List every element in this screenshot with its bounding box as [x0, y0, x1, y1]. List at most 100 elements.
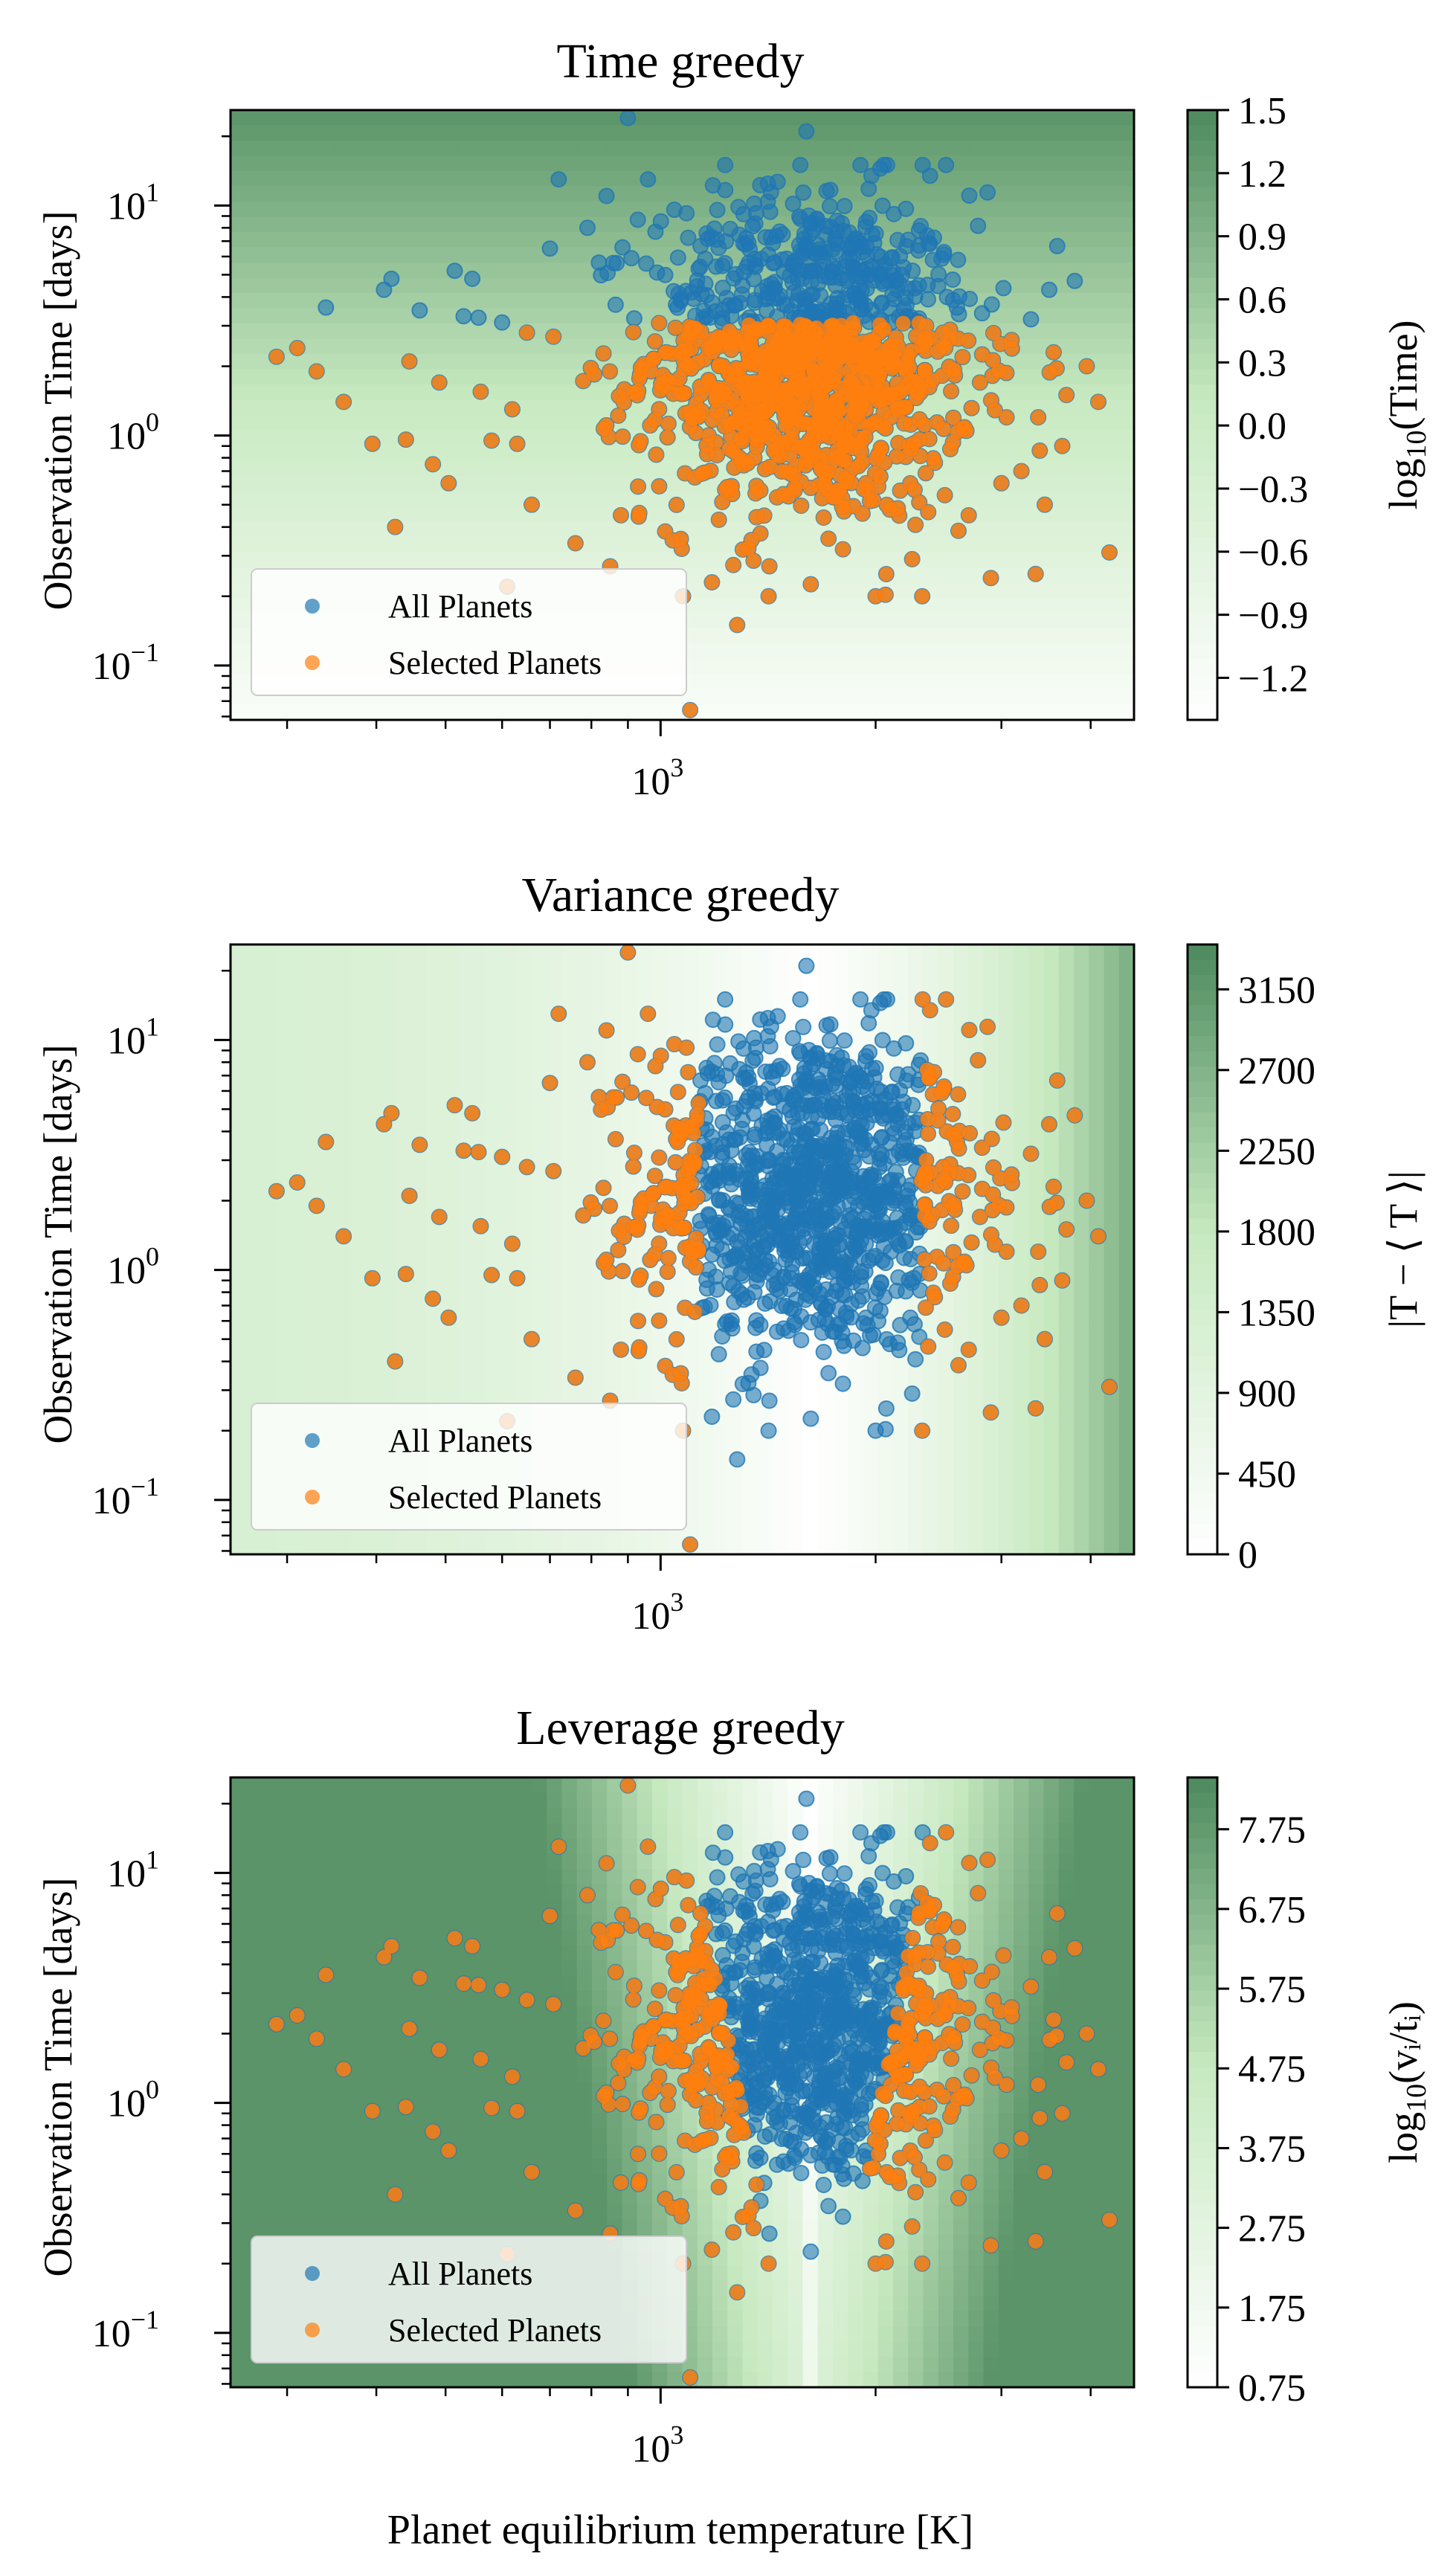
heatmap-cell: [291, 369, 307, 385]
colorbar-segment: [1188, 659, 1217, 675]
all-planet-point: [318, 299, 335, 316]
colorbar-segment: [1188, 674, 1217, 690]
heatmap-cell: [667, 186, 683, 202]
heatmap-cell: [426, 506, 442, 523]
heatmap-cell: [547, 491, 563, 507]
heatmap-cell: [833, 628, 849, 645]
all-planet-point: [619, 110, 637, 126]
heatmap-cell: [260, 1264, 277, 1281]
heatmap-cell: [1089, 567, 1105, 584]
heatmap-cell: [1074, 430, 1090, 446]
heatmap-cell: [351, 1203, 367, 1220]
heatmap-cell: [1118, 216, 1134, 233]
heatmap-cell: [817, 141, 834, 157]
heatmap-cell: [1104, 582, 1120, 599]
heatmap-cell: [1043, 552, 1060, 568]
heatmap-cell: [817, 567, 834, 584]
heatmap-cell: [802, 141, 819, 157]
heatmap-cell: [366, 125, 382, 141]
heatmap-cell: [306, 476, 322, 492]
heatmap-cell: [576, 399, 593, 416]
heatmap-cell: [652, 155, 669, 172]
heatmap-cell: [366, 1203, 382, 1220]
heatmap-cell: [652, 460, 669, 477]
heatmap-cell: [456, 384, 472, 401]
heatmap-cell: [291, 1142, 307, 1159]
heatmap-cell: [291, 324, 307, 340]
selected-planet-point: [972, 375, 988, 390]
heatmap-cell: [953, 141, 970, 157]
heatmap-cell: [787, 613, 804, 629]
heatmap-cell: [291, 1310, 307, 1327]
heatmap-cell: [306, 1386, 322, 1403]
heatmap-cell: [306, 445, 322, 462]
heatmap-cell: [1028, 354, 1045, 370]
heatmap-cell: [516, 704, 532, 720]
heatmap-cell: [1089, 552, 1105, 568]
heatmap-cell: [998, 155, 1014, 172]
heatmap-cell: [1014, 567, 1030, 584]
heatmap-cell: [306, 537, 322, 553]
selected-planet-point: [651, 315, 667, 331]
heatmap-cell: [1074, 521, 1090, 538]
selected-planet-point: [869, 353, 885, 368]
heatmap-cell: [561, 277, 578, 294]
heatmap-cell: [1089, 277, 1105, 294]
heatmap-cell: [306, 1051, 322, 1067]
heatmap-cell: [366, 1249, 382, 1266]
heatmap-cell: [998, 659, 1014, 675]
heatmap-cell: [592, 460, 608, 477]
selected-planet-point: [870, 370, 886, 385]
scatter-points: [268, 110, 1118, 718]
heatmap-cell: [351, 141, 367, 157]
all-planet-point: [697, 250, 714, 267]
heatmap-cell: [260, 1280, 277, 1296]
selected-planet-point: [904, 441, 920, 457]
heatmap-cell: [1043, 125, 1060, 141]
heatmap-cell: [245, 155, 262, 172]
heatmap-cell: [320, 1173, 337, 1189]
heatmap-cell: [1089, 521, 1105, 538]
heatmap-cell: [787, 643, 804, 660]
heatmap-cell: [275, 1539, 291, 1554]
heatmap-cell: [366, 491, 382, 507]
heatmap-cell: [968, 125, 985, 141]
heatmap-cell: [697, 110, 713, 126]
selected-planet-point: [524, 497, 539, 512]
heatmap-cell: [1118, 277, 1134, 294]
heatmap-cell: [1043, 171, 1060, 187]
all-planet-point: [647, 223, 664, 240]
heatmap-cell: [306, 1112, 322, 1128]
all-planet-point: [852, 156, 869, 173]
heatmap-cell: [773, 628, 789, 645]
selected-planet-point: [764, 373, 779, 388]
selected-planet-point: [387, 519, 403, 535]
heatmap-cell: [335, 277, 352, 294]
heatmap-cell: [1014, 674, 1030, 690]
heatmap-cell: [381, 141, 397, 157]
heatmap-cell: [396, 293, 412, 309]
heatmap-cell: [1104, 689, 1120, 706]
heatmap-cell: [998, 263, 1014, 279]
heatmap-cell: [320, 1219, 337, 1235]
heatmap-cell: [381, 704, 397, 720]
colorbar-tick-label: −0.3: [1238, 469, 1308, 511]
heatmap-cell: [516, 399, 532, 416]
heatmap-cell: [456, 293, 472, 309]
all-planet-point: [785, 283, 802, 300]
heatmap-cell: [561, 506, 578, 523]
colorbar-tick-label: 1.5: [1238, 90, 1286, 132]
heatmap-cell: [983, 460, 999, 477]
heatmap-cell: [306, 1280, 322, 1296]
heatmap-cell: [426, 110, 442, 126]
heatmap-cell: [486, 415, 503, 431]
heatmap-cell: [833, 521, 849, 538]
heatmap-cell: [561, 141, 578, 157]
heatmap-cell: [245, 521, 262, 538]
heatmap-cell: [516, 202, 532, 218]
heatmap-cell: [351, 944, 367, 961]
heatmap-cell: [923, 689, 939, 706]
heatmap-cell: [366, 1341, 382, 1357]
heatmap-cell: [1118, 186, 1134, 202]
